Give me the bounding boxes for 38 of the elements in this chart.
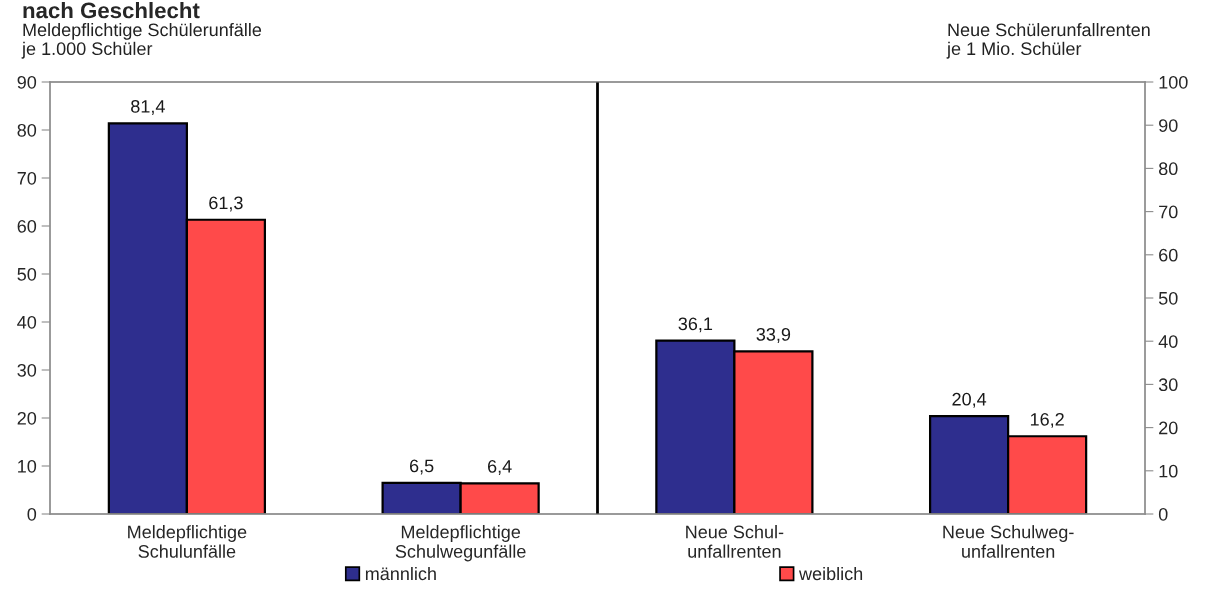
x-tick-label: Neue Schulweg- unfallrenten: [943, 525, 1074, 558]
data-label: 81,4: [131, 99, 165, 115]
y-tick-label: 0: [27, 507, 37, 521]
chart-title: nach Geschlecht: [23, 2, 200, 19]
legend-label: männlich: [365, 566, 436, 581]
x-tick-label: Meldepflichtige Schulwegunfälle: [395, 525, 526, 562]
y2-tick-label: 70: [1159, 205, 1178, 219]
data-label: 20,4: [952, 392, 987, 408]
x-tick-label: Neue Schul- unfallrenten: [686, 525, 784, 558]
x-tick-label: Meldepflichtige Schulunfälle: [128, 525, 247, 558]
y2-tick-label: 90: [1159, 119, 1178, 132]
y2-tick-label: 30: [1158, 378, 1178, 392]
y2-tick-label: 80: [1158, 162, 1178, 176]
y2-tick-label: 50: [1158, 291, 1178, 305]
y-tick-label: 70: [17, 171, 37, 185]
data-label: 6,4: [488, 459, 512, 475]
data-label: 33,9: [756, 327, 791, 343]
y-axis-title: Meldepflichtige Schülerunfälle je 1.000 Schüler: [21, 23, 262, 59]
y-tick-label: 90: [17, 75, 37, 89]
y-tick-label: 80: [17, 123, 37, 137]
legend-label: weiblich: [798, 566, 863, 581]
y-tick-label: 10: [18, 459, 37, 473]
y2-tick-label: 40: [1158, 335, 1178, 348]
y-tick-label: 50: [17, 267, 37, 281]
y-tick-label: 20: [17, 411, 37, 425]
data-label: 6,5: [409, 459, 434, 475]
y2-tick-label: 0: [1158, 507, 1168, 521]
y2-tick-label: 20: [1159, 421, 1178, 435]
data-label: 61,3: [209, 196, 243, 212]
y2-tick-label: 100: [1159, 75, 1188, 89]
y-tick-label: 40: [17, 315, 37, 329]
y2-tick-label: 60: [1159, 248, 1178, 262]
y2-axis-title: Neue Schülerunfallrenten je 1 Mio. Schüler: [946, 23, 1150, 59]
data-label: 16,2: [1030, 412, 1064, 428]
y-tick-label: 60: [17, 219, 37, 233]
y2-tick-label: 10: [1159, 464, 1178, 478]
data-label: 36,1: [678, 317, 713, 333]
y-tick-label: 30: [17, 363, 37, 377]
